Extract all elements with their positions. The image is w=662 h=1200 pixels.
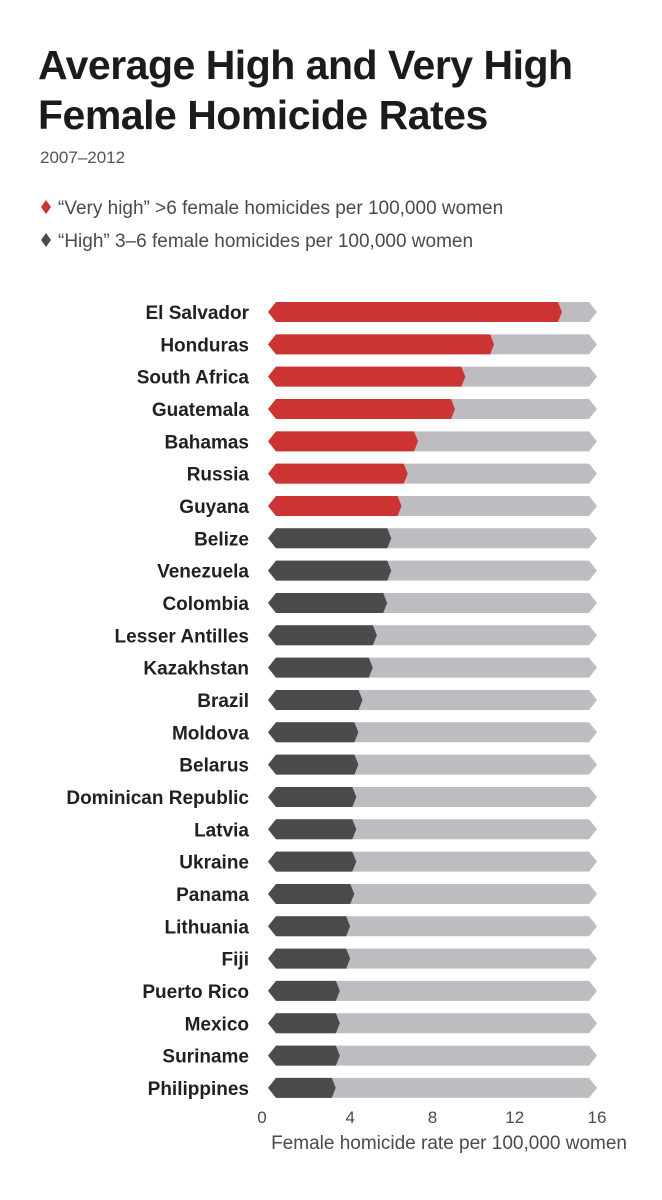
- chart-title: Average High and Very High Female Homici…: [38, 42, 573, 138]
- bar: [268, 625, 377, 646]
- bar: [268, 689, 363, 710]
- legend-item-high: “High” 3–6 female homicides per 100,000 …: [40, 231, 640, 253]
- x-tick-label: 16: [588, 1108, 607, 1127]
- bar: [268, 1077, 336, 1098]
- y-tick-label: Belarus: [179, 756, 249, 777]
- x-axis-title: Female homicide rate per 100,000 women: [271, 1133, 627, 1154]
- y-tick-label: Mexico: [185, 1014, 249, 1035]
- diamond-icon: [40, 232, 52, 248]
- bar: [268, 366, 466, 387]
- y-tick-label: Ukraine: [179, 853, 249, 874]
- bar: [268, 528, 392, 549]
- y-tick-label: Lesser Antilles: [115, 626, 249, 647]
- bar: [268, 302, 562, 322]
- y-tick-label: Bahamas: [165, 432, 250, 453]
- bar: [268, 980, 340, 1001]
- bar: [268, 1013, 340, 1034]
- y-tick-label: Dominican Republic: [66, 788, 249, 809]
- bar: [268, 948, 351, 969]
- y-tick-label: Latvia: [194, 820, 249, 841]
- y-tick-label: Fiji: [222, 950, 249, 971]
- y-tick-label: Venezuela: [157, 562, 249, 583]
- bar-track: [268, 948, 597, 969]
- bar-track: [268, 1013, 597, 1034]
- bar: [268, 560, 392, 581]
- bar: [268, 883, 355, 904]
- x-tick-label: 8: [428, 1108, 437, 1127]
- bar: [268, 431, 418, 452]
- y-tick-label: Suriname: [162, 1047, 249, 1068]
- bar: [268, 851, 357, 872]
- y-tick-label: Russia: [187, 465, 250, 486]
- y-tick-label: Guatemala: [152, 400, 250, 421]
- bar: [268, 1045, 340, 1066]
- y-tick-label: Kazakhstan: [143, 659, 249, 680]
- y-tick-label: Lithuania: [165, 917, 250, 938]
- bar: [268, 722, 359, 743]
- diamond-icon: [40, 199, 52, 215]
- x-tick-label: 4: [346, 1108, 355, 1127]
- legend-item-very-high: “Very high” >6 female homicides per 100,…: [40, 198, 640, 220]
- bar: [268, 398, 456, 419]
- legend-label-high: “High” 3–6 female homicides per 100,000 …: [58, 231, 474, 252]
- bar: [268, 592, 388, 613]
- bar: [268, 495, 402, 516]
- y-tick-label: Guyana: [179, 497, 249, 518]
- bar-track: [268, 1077, 597, 1098]
- bar: [268, 786, 357, 807]
- y-tick-label: Belize: [194, 529, 249, 550]
- y-tick-label: Moldova: [172, 723, 249, 744]
- y-tick-label: El Salvador: [146, 303, 250, 324]
- bar-track: [268, 1045, 597, 1066]
- chart-subtitle: 2007–2012: [40, 148, 126, 167]
- bar: [268, 819, 357, 840]
- bar: [268, 463, 408, 484]
- y-tick-label: South Africa: [137, 368, 250, 389]
- bar: [268, 916, 351, 937]
- y-tick-label: Colombia: [162, 594, 249, 615]
- bar: [268, 754, 359, 775]
- x-tick-label: 0: [257, 1108, 266, 1127]
- y-tick-label: Brazil: [197, 691, 249, 712]
- x-tick-label: 12: [505, 1108, 524, 1127]
- y-tick-label: Philippines: [148, 1079, 249, 1100]
- y-tick-label: Panama: [176, 885, 249, 906]
- bar: [268, 334, 495, 355]
- y-tick-label: Honduras: [160, 335, 249, 356]
- bar-track: [268, 916, 597, 937]
- bar-track: [268, 980, 597, 1001]
- bar: [268, 657, 373, 678]
- y-tick-label: Puerto Rico: [142, 982, 249, 1003]
- legend-label-very-high: “Very high” >6 female homicides per 100,…: [58, 198, 504, 219]
